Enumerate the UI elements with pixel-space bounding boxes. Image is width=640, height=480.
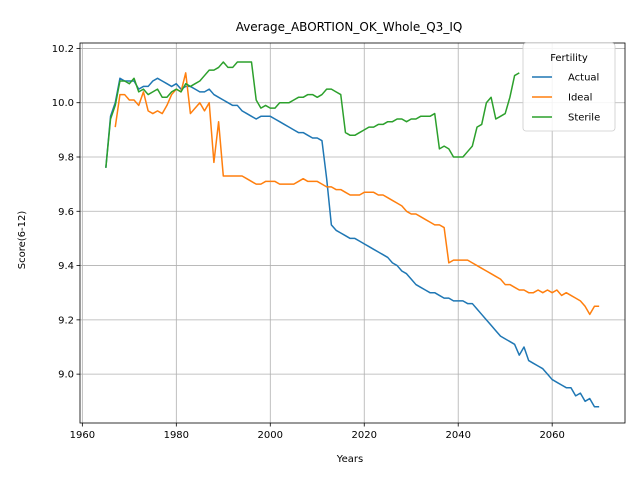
series-line-sterile xyxy=(105,61,520,168)
chart-title: Average_ABORTION_OK_Whole_Q3_IQ xyxy=(236,20,463,34)
x-tick-label: 2040 xyxy=(445,430,470,441)
legend-label-ideal: Ideal xyxy=(568,93,592,104)
legend-box xyxy=(522,42,616,132)
x-tick-label: 1980 xyxy=(164,430,189,441)
axis-ticks: 1960 1980 2000 2020 2040 2060 9.0 9.2 9.4 9.6 9.8 1… xyxy=(52,44,565,441)
y-tick-label: 10.0 xyxy=(52,98,74,109)
legend-label-actual: Actual xyxy=(568,73,599,84)
y-tick-label: 9.2 xyxy=(58,315,74,326)
x-axis-title: Years xyxy=(336,454,363,465)
x-tick-label: 2060 xyxy=(539,430,564,441)
y-tick-label: 9.8 xyxy=(58,153,74,164)
x-tick-label: 2000 xyxy=(258,430,283,441)
plot-frame xyxy=(79,42,626,424)
y-tick-label: 10.2 xyxy=(52,44,74,55)
x-tick-label: 2020 xyxy=(352,430,377,441)
series-line-actual xyxy=(105,77,600,408)
y-tick-label: 9.4 xyxy=(58,261,74,272)
y-tick-label: 9.0 xyxy=(58,370,74,381)
legend-title: Fertility xyxy=(550,53,588,64)
legend: Fertility Actual Ideal Sterile xyxy=(522,42,616,132)
y-tick-label: 9.6 xyxy=(58,207,74,218)
legend-label-sterile: Sterile xyxy=(568,113,600,124)
series-lines xyxy=(105,61,600,408)
grid xyxy=(80,43,625,423)
series-line-ideal xyxy=(114,72,600,316)
x-tick-label: 1960 xyxy=(70,430,95,441)
y-axis-title: Score(6-12) xyxy=(17,211,28,270)
legend-entries: Actual Ideal Sterile xyxy=(532,73,600,124)
